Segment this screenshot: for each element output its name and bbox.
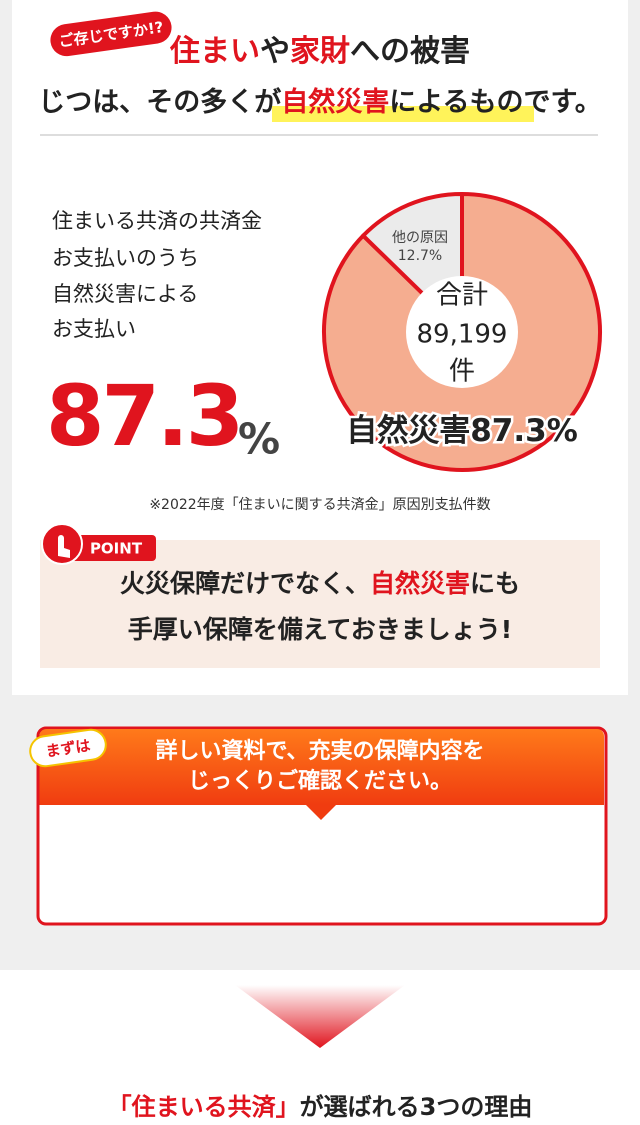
cta-header — [39, 729, 604, 805]
headline-em: 自然災害 — [281, 86, 389, 118]
headline-text: じつは、その多くが — [38, 86, 281, 118]
slice-value: 87.3% — [470, 413, 578, 449]
next-heading: 「住まいる共済」が選ばれる3つの理由 — [108, 1093, 533, 1121]
summary-unit: % — [238, 415, 280, 464]
cta-badge-shape — [29, 728, 107, 768]
summary-line: お支払い — [52, 317, 136, 341]
headline-text: によるものです。 — [389, 87, 602, 118]
slice-value: 12.7% — [398, 248, 442, 264]
center-label: 件 — [449, 357, 475, 387]
cta-notch — [306, 805, 336, 820]
pie-chart: 合計 89,199 件 他の原因 12.7% 自然災害87.3% — [322, 192, 602, 472]
cta-badge: まずは — [29, 728, 107, 768]
headline-1: 住まいや家財への被害 — [169, 34, 470, 69]
summary-line: 住まいる共済の共済金 — [52, 209, 262, 233]
hand-icon — [58, 535, 70, 558]
point-box — [40, 540, 600, 668]
main-slice-label: 自然災害87.3% — [346, 413, 578, 449]
slice-name: 自然災害 — [346, 413, 470, 449]
point-tag-text: POINT — [90, 540, 143, 558]
cta-line: じっくりご確認ください。 — [188, 768, 452, 794]
headline-em: 住まい — [169, 34, 260, 69]
pie-center — [406, 276, 518, 388]
point-line-1: 火災保障だけでなく、自然災害にも — [120, 569, 520, 598]
summary-line: お支払いのうち — [52, 246, 199, 270]
center-label: 合計 — [436, 281, 488, 311]
summary-line: 自然災害による — [52, 282, 198, 306]
headline-text: や — [260, 34, 290, 69]
footnote: ※2022年度「住まいに関する共済金」原因別支払件数 — [149, 497, 490, 513]
summary-figure: 87.3 — [46, 367, 241, 465]
slice-name: 他の原因 — [392, 230, 448, 246]
intro-badge: ご存じですか!? — [50, 11, 172, 57]
point-text: 火災保障だけでなく、 — [120, 569, 370, 598]
next-em: 「住まいる共済」 — [108, 1093, 300, 1121]
summary-text: 住まいる共済の共済金 お支払いのうち 自然災害による お支払い — [52, 209, 262, 341]
headline-text: への被害 — [350, 34, 470, 69]
highlight — [272, 106, 534, 122]
point-line-2: 手厚い保障を備えておきましょう! — [128, 615, 512, 644]
cta-line: 詳しい資料で、充実の保障内容を — [155, 738, 484, 764]
down-arrow — [235, 985, 405, 1048]
point-em: 自然災害 — [370, 569, 470, 598]
center-label: 89,199 — [417, 320, 508, 350]
point-text: にも — [470, 569, 520, 598]
badge-shape — [50, 11, 172, 57]
next-text: が選ばれる3つの理由 — [300, 1093, 533, 1121]
headline-2: じつは、その多くが自然災害によるものです。 — [38, 86, 602, 118]
headline-em: 家財 — [290, 34, 350, 69]
